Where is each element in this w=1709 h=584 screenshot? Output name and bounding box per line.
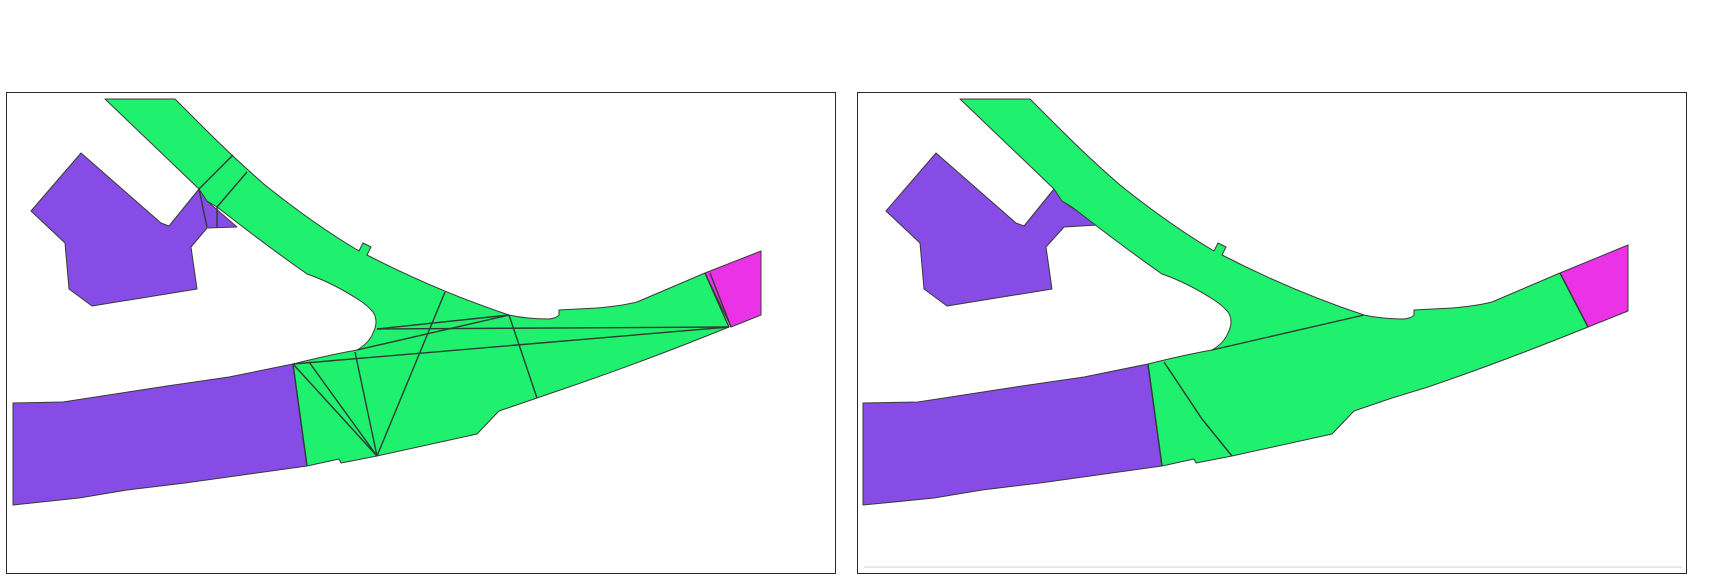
edge xyxy=(354,351,378,457)
edge xyxy=(376,314,510,330)
edge xyxy=(308,361,378,457)
edge xyxy=(216,171,248,208)
triangulation-edges-left xyxy=(198,154,732,467)
edge xyxy=(198,188,208,228)
edge xyxy=(1559,272,1589,328)
edge xyxy=(1201,418,1233,457)
room-region-lower-left xyxy=(862,363,1163,506)
edge xyxy=(376,291,446,457)
edge xyxy=(704,272,730,328)
edge xyxy=(376,326,730,330)
panel-left-triangulated-map xyxy=(6,92,836,574)
map-canvas-left xyxy=(12,98,762,506)
panel-right-merged-map xyxy=(857,92,1687,574)
edge xyxy=(709,272,732,328)
edge xyxy=(198,154,234,190)
edge xyxy=(1163,361,1203,420)
room-region-lower-left xyxy=(12,363,308,506)
portal-region-right xyxy=(704,250,762,328)
edge xyxy=(1211,314,1365,351)
room-region-upper-left xyxy=(30,152,238,307)
walkable-region-main xyxy=(959,98,1589,467)
edge xyxy=(292,326,730,365)
edge xyxy=(356,314,510,351)
map-canvas-right xyxy=(862,98,1682,568)
room-region-upper-left xyxy=(885,152,1099,307)
edge xyxy=(508,314,538,399)
edge xyxy=(1147,363,1163,467)
edge xyxy=(292,363,378,457)
walkable-region-main xyxy=(104,98,730,467)
edge xyxy=(292,363,308,467)
region-boundary-edges-right xyxy=(1147,272,1589,467)
